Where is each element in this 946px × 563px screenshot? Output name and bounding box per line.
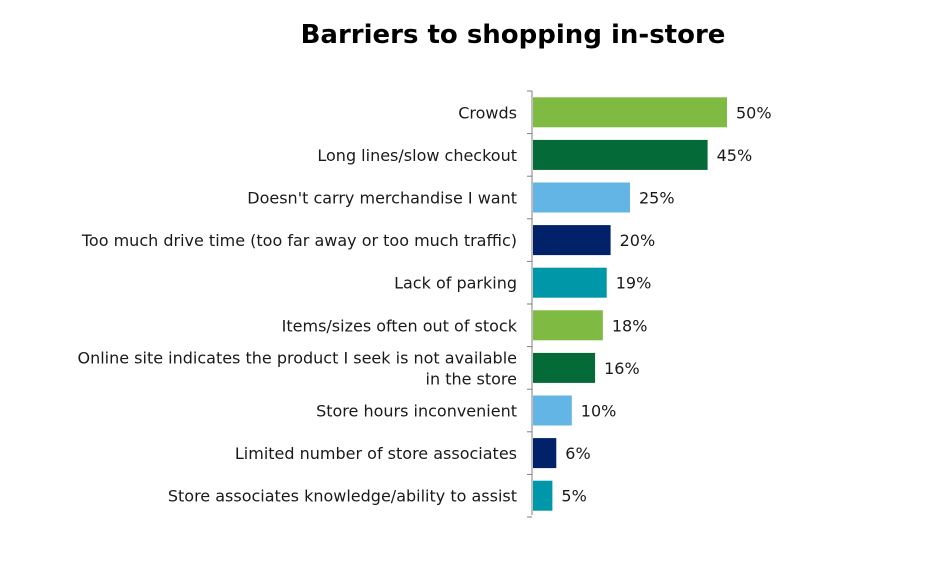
data-label: 18% xyxy=(612,316,648,335)
ticks-layer xyxy=(527,90,532,518)
data-label: 45% xyxy=(717,146,753,165)
category-label: Limited number of store associates xyxy=(235,444,517,463)
data-label: 20% xyxy=(620,231,656,250)
category-label: Crowds xyxy=(458,103,517,122)
data-label: 6% xyxy=(565,444,590,463)
bar xyxy=(533,182,630,213)
chart-title: Barriers to shopping in-store xyxy=(300,20,726,50)
category-label: Store hours inconvenient xyxy=(316,402,517,421)
data-label: 19% xyxy=(616,274,652,293)
bar xyxy=(533,480,553,511)
bar xyxy=(533,139,708,170)
bar xyxy=(533,310,603,341)
data-label: 16% xyxy=(604,359,640,378)
labels-layer: 50% Crowds 45% Long lines/slow checkout 25% D… xyxy=(77,103,771,505)
category-label: Doesn't carry merchandise I want xyxy=(247,189,517,208)
bars-layer xyxy=(533,97,727,511)
category-label: Lack of parking xyxy=(394,274,517,293)
data-label: 10% xyxy=(581,402,617,421)
data-label: 25% xyxy=(639,189,675,208)
bar xyxy=(533,438,557,469)
bar xyxy=(533,395,572,426)
bar xyxy=(533,225,611,256)
category-label: Items/sizes often out of stock xyxy=(282,316,518,335)
bar xyxy=(533,352,596,383)
bar xyxy=(533,267,607,298)
bar xyxy=(533,97,727,128)
category-label: Too much drive time (too far away or too… xyxy=(81,231,517,250)
data-label: 5% xyxy=(561,487,586,506)
category-label: Online site indicates the product I seek… xyxy=(77,348,517,388)
data-label: 50% xyxy=(736,103,772,122)
category-label: Store associates knowledge/ability to as… xyxy=(168,487,517,506)
category-label: Long lines/slow checkout xyxy=(317,146,517,165)
